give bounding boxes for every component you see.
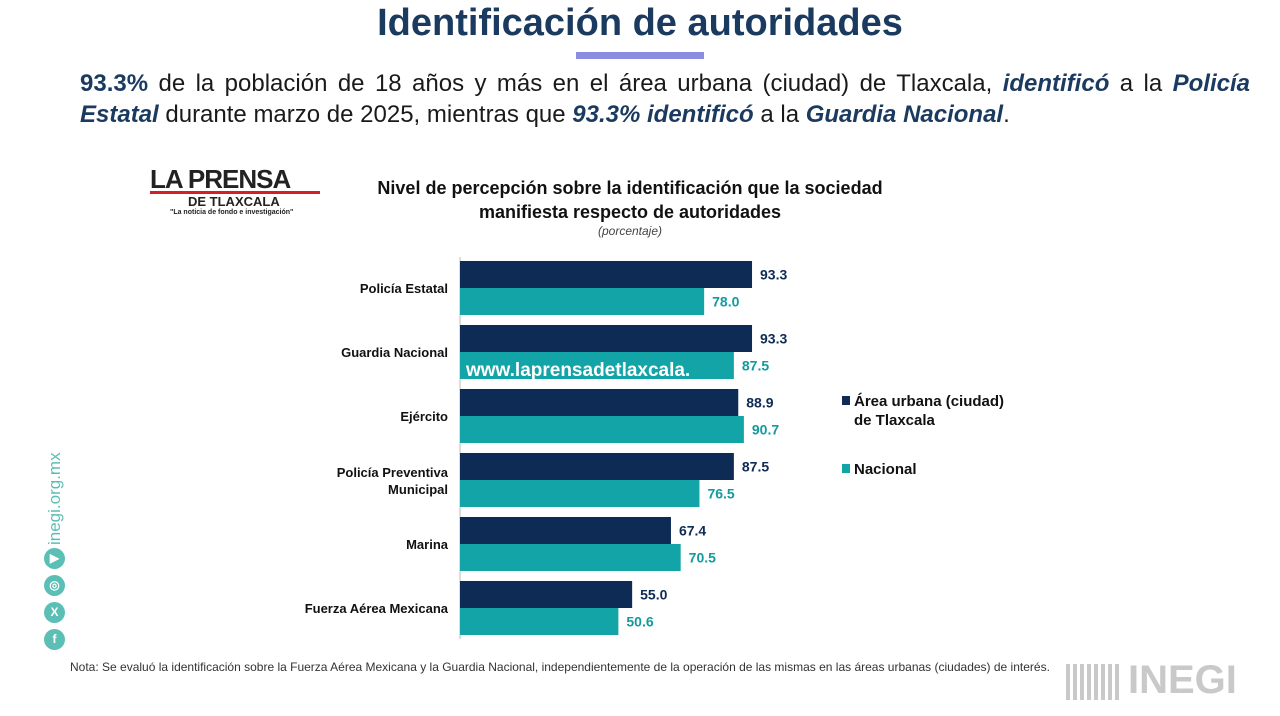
- legend-label: Nacional: [854, 461, 917, 478]
- la-prensa-logo: LA PRENSA DE TLAXCALA "La noticia de fon…: [150, 164, 325, 216]
- summary-part: .: [1003, 101, 1010, 128]
- chart-title-line: Nivel de percepción sobre la identificac…: [377, 178, 883, 198]
- legend-label: Área urbana (ciudad): [854, 393, 1004, 410]
- summary-text: 93.3% de la población de 18 años y más e…: [80, 68, 1250, 130]
- data-label: 87.5: [742, 459, 769, 475]
- data-label: 88.9: [746, 395, 773, 411]
- summary-part: Guardia Nacional: [805, 101, 1004, 128]
- data-label: 93.3: [760, 331, 787, 347]
- summary-part: a la: [753, 101, 806, 128]
- category-label: Policía Preventiva: [337, 465, 449, 480]
- category-label: Municipal: [388, 482, 448, 497]
- youtube-icon[interactable]: ▶: [44, 548, 65, 569]
- inegi-logo-text: INEGI: [1128, 658, 1237, 702]
- bar-nacional: [460, 416, 744, 443]
- category-label: Marina: [406, 537, 449, 552]
- bar-nacional: [460, 480, 700, 507]
- chart-subtitle: (porcentaje): [597, 224, 663, 238]
- inegi-sidebar: inegi.org.mx ▶ ◎ X f: [34, 430, 74, 650]
- data-label: 55.0: [640, 587, 667, 603]
- data-label: 93.3: [760, 267, 787, 283]
- category-label: Policía Estatal: [360, 281, 448, 296]
- chart-title-line: manifiesta respecto de autoridades: [478, 202, 782, 222]
- summary-part: Policía Estatal: [80, 70, 1250, 128]
- bar-nacional: [460, 288, 705, 315]
- summary-part: de la población de 18 años y más en el á…: [148, 70, 1003, 97]
- bar-tlaxcala: [460, 453, 734, 480]
- data-label: 90.7: [752, 422, 779, 438]
- chart-title: Nivel de percepción sobre la identificac…: [340, 176, 920, 224]
- legend-swatch: [842, 396, 850, 405]
- inegi-logo: INEGI: [1066, 658, 1237, 703]
- logo-main: LA PRENSA: [150, 164, 291, 194]
- category-label: Fuerza Aérea Mexicana: [305, 601, 449, 616]
- data-label: 70.5: [689, 550, 716, 566]
- bar-tlaxcala: [460, 325, 753, 352]
- category-label: Ejército: [400, 409, 448, 424]
- legend-swatch: [842, 464, 850, 473]
- bar-tlaxcala: [460, 517, 671, 544]
- x-icon[interactable]: X: [44, 602, 65, 623]
- bar-nacional: [460, 352, 734, 379]
- logo-tagline: "La noticia de fondo e investigación": [170, 209, 294, 216]
- footnote: Nota: Se evaluó la identificación sobre …: [70, 660, 1050, 674]
- bar-tlaxcala: [460, 389, 739, 416]
- logo-sub: DE TLAXCALA: [188, 194, 280, 209]
- summary-part: 93.3% identificó: [572, 101, 754, 128]
- data-label: 87.5: [742, 358, 769, 374]
- instagram-icon[interactable]: ◎: [44, 575, 65, 596]
- inegi-url[interactable]: inegi.org.mx: [45, 452, 64, 545]
- watermark-url: www.laprensadetlaxcala.: [466, 360, 691, 381]
- page-title: Identificación de autoridades: [377, 2, 903, 44]
- bar-tlaxcala: [460, 261, 753, 288]
- summary-pct: 93.3%: [80, 70, 149, 97]
- title-underline: [576, 52, 704, 59]
- data-label: 78.0: [712, 294, 739, 310]
- data-label: 50.6: [626, 614, 653, 630]
- bar-nacional: [460, 608, 619, 635]
- summary-part: a la: [1109, 70, 1173, 97]
- summary-part: identificó: [1002, 70, 1110, 97]
- summary-part: durante marzo de 2025, mientras que: [158, 101, 573, 128]
- data-label: 76.5: [707, 486, 734, 502]
- bar-tlaxcala: [460, 581, 633, 608]
- bar-nacional: [460, 544, 681, 571]
- facebook-icon[interactable]: f: [44, 629, 65, 650]
- category-label: Guardia Nacional: [341, 345, 448, 360]
- data-label: 67.4: [679, 523, 706, 539]
- legend-label: de Tlaxcala: [854, 412, 936, 429]
